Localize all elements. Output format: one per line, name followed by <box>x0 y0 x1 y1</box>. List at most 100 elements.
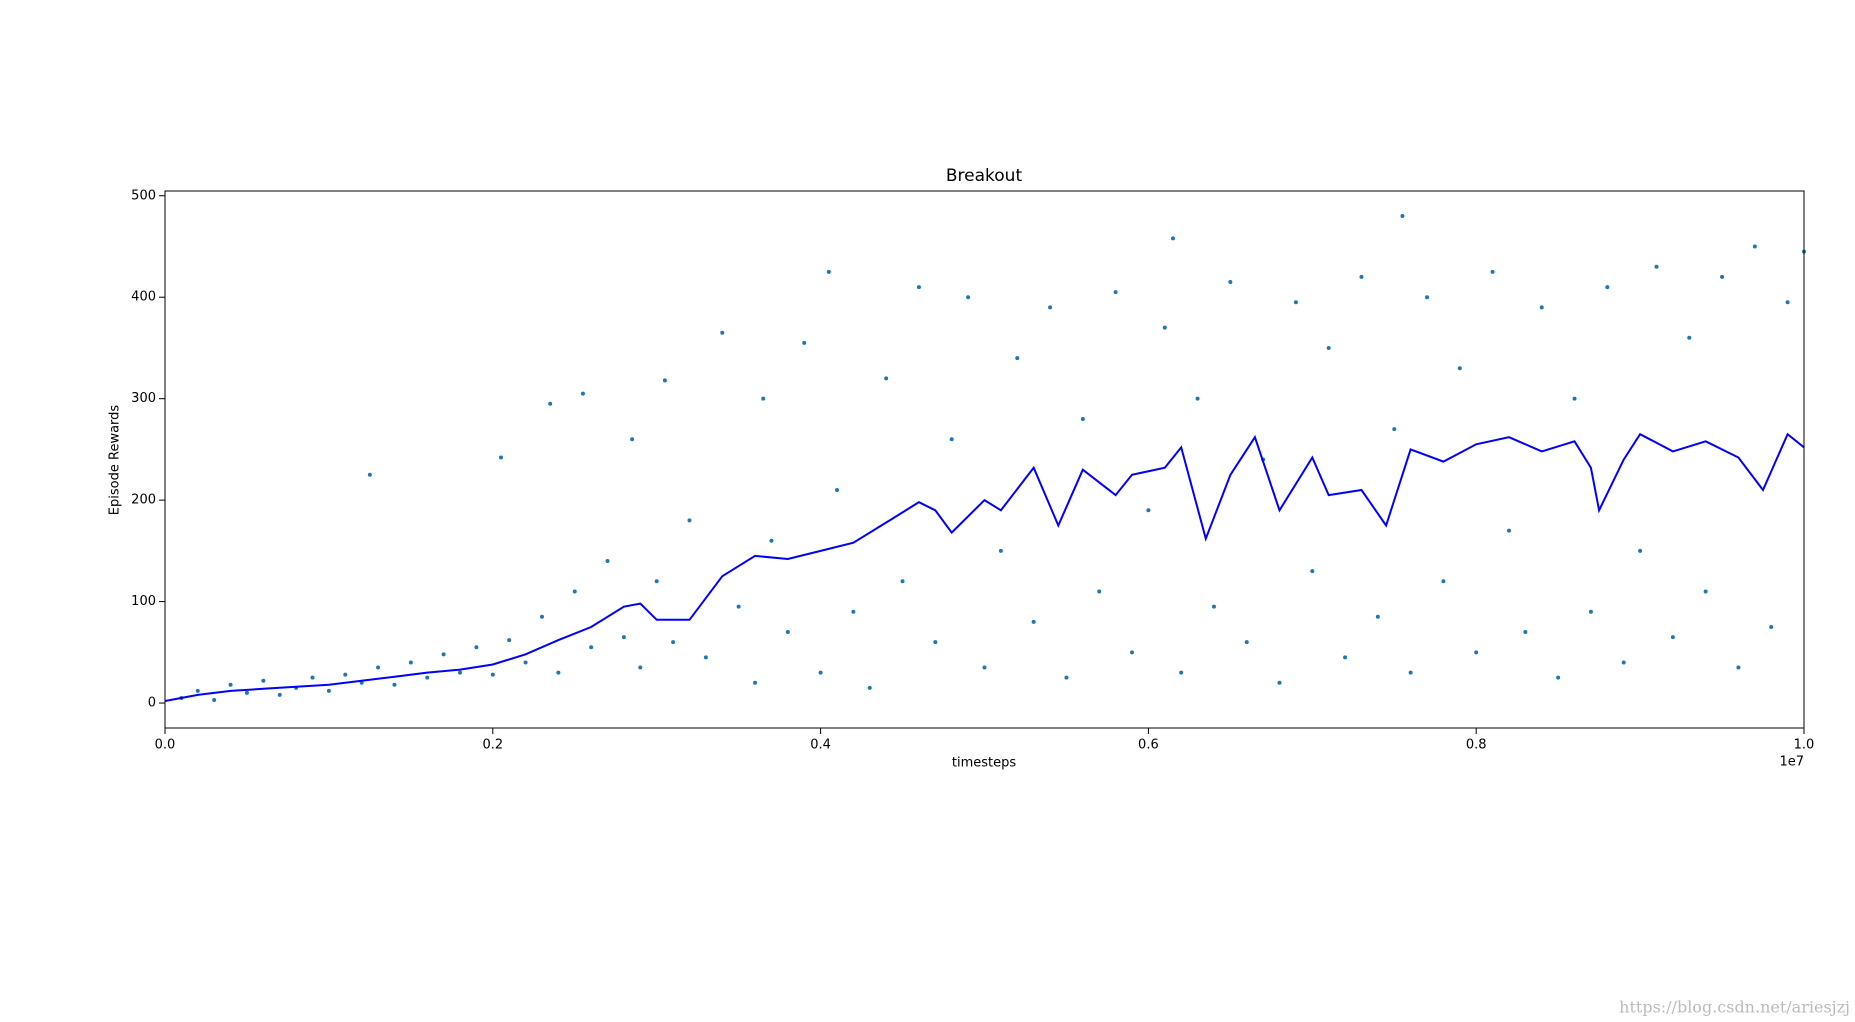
x-tick-label: 0.2 <box>482 738 503 753</box>
scatter-point <box>539 614 544 619</box>
scatter-point <box>605 559 610 564</box>
scatter-point <box>244 690 249 695</box>
scatter-point <box>703 655 708 660</box>
scatter-point <box>580 391 585 396</box>
scatter-point <box>966 295 971 300</box>
scatter-point <box>523 660 528 665</box>
scatter-point <box>1769 624 1774 629</box>
scatter-point <box>1638 548 1643 553</box>
scatter-point <box>851 609 856 614</box>
x-tick-label: 1.0 <box>1794 738 1815 753</box>
scatter-point <box>1162 325 1167 330</box>
scatter-point <box>900 579 905 584</box>
scatter-point <box>228 682 233 687</box>
plot-frame <box>164 190 1805 729</box>
scatter-point <box>1556 675 1561 680</box>
scatter-point <box>458 670 463 675</box>
scatter-point <box>1310 569 1315 574</box>
scatter-point <box>1588 609 1593 614</box>
scatter-point <box>1539 305 1544 310</box>
scatter-point <box>195 688 200 693</box>
scatter-point <box>261 678 266 683</box>
scatter-point <box>834 487 839 492</box>
scatter-point <box>589 645 594 650</box>
scatter-point <box>1490 269 1495 274</box>
scatter-point <box>949 437 954 442</box>
scatter-point <box>687 518 692 523</box>
scatter-point <box>884 376 889 381</box>
scatter-point <box>1687 335 1692 340</box>
scatter-point <box>1392 427 1397 432</box>
scatter-point <box>1523 630 1528 635</box>
scatter-point <box>1211 604 1216 609</box>
line <box>164 432 1805 702</box>
scatter-point <box>933 640 938 645</box>
scatter-point <box>1064 675 1069 680</box>
scatter-point <box>1621 660 1626 665</box>
scatter-point <box>1457 366 1462 371</box>
scatter-point <box>1506 528 1511 533</box>
scatter-point <box>408 660 413 665</box>
scatter-point <box>638 665 643 670</box>
scatter-point <box>671 640 676 645</box>
scatter-point <box>1654 264 1659 269</box>
scatter-point <box>1080 416 1085 421</box>
y-tick-label: 100 <box>131 594 156 609</box>
scatter-point <box>1605 285 1610 290</box>
scatter-point <box>1293 300 1298 305</box>
scatter-point <box>392 682 397 687</box>
scatter-point <box>1146 508 1151 513</box>
scatter-point <box>802 340 807 345</box>
scatter-point <box>310 675 315 680</box>
scatter-point <box>441 652 446 657</box>
scatter-point <box>1343 655 1348 660</box>
scatter-point <box>343 672 348 677</box>
x-offset-label: 1e7 <box>1779 755 1804 770</box>
scatter-point <box>769 538 774 543</box>
scatter-point <box>425 675 430 680</box>
scatter-point <box>507 638 512 643</box>
scatter-point <box>785 630 790 635</box>
scatter-point <box>1441 579 1446 584</box>
scatter-point <box>1703 589 1708 594</box>
scatter-point <box>548 401 553 406</box>
scatter-point <box>556 670 561 675</box>
scatter-point <box>761 396 766 401</box>
x-axis-label: timesteps <box>952 756 1016 771</box>
scatter-point <box>1031 619 1036 624</box>
scatter-point <box>982 665 987 670</box>
scatter-point <box>826 269 831 274</box>
scatter-point <box>1408 670 1413 675</box>
chart-title: Breakout <box>946 166 1023 186</box>
y-tick-label: 500 <box>131 188 156 203</box>
scatter-point <box>1474 650 1479 655</box>
scatter-point <box>474 645 479 650</box>
y-tick-label: 0 <box>148 696 156 711</box>
scatter-point <box>736 604 741 609</box>
y-tick-label: 300 <box>131 391 156 406</box>
scatter-point <box>630 437 635 442</box>
scatter-point <box>867 685 872 690</box>
scatter-point <box>916 285 921 290</box>
scatter-point <box>1359 274 1364 279</box>
scatter-point <box>212 697 217 702</box>
scatter-point <box>1130 650 1135 655</box>
watermark: https://blog.csdn.net/ariesjzj <box>1619 998 1850 1017</box>
scatter-point <box>326 688 331 693</box>
scatter-point <box>1752 244 1757 249</box>
scatter-point <box>998 548 1003 553</box>
scatter-point <box>1048 305 1053 310</box>
scatter-point <box>1113 290 1118 295</box>
scatter-point <box>490 672 495 677</box>
scatter-point <box>1170 236 1175 241</box>
scatter-point <box>654 579 659 584</box>
scatter-point <box>720 330 725 335</box>
scatter-point <box>1015 356 1020 361</box>
scatter-point <box>1179 670 1184 675</box>
scatter-point <box>1228 280 1233 285</box>
scatter-point <box>572 589 577 594</box>
scatter-point <box>662 378 667 383</box>
x-tick-label: 0.8 <box>1466 738 1487 753</box>
